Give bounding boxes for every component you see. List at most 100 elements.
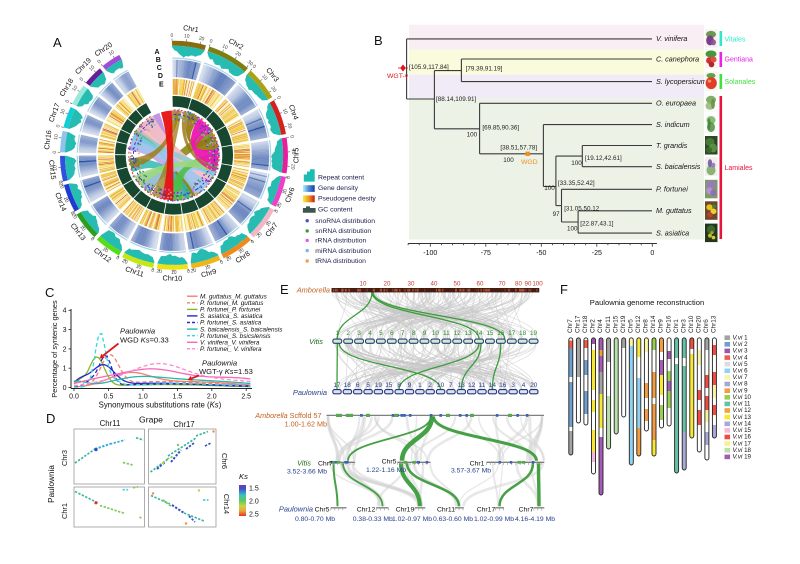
svg-text:4.16-4.19 Mb: 4.16-4.19 Mb [515,516,555,523]
svg-text:0: 0 [63,385,67,392]
svg-text:[88.14,109.91]: [88.14,109.91] [436,96,477,103]
svg-text:Gene density: Gene density [318,185,359,192]
svg-text:-25: -25 [592,250,602,257]
svg-text:1.00-1.62 Mb: 1.00-1.62 Mb [285,420,327,429]
svg-text:0.63-0.60 Mb: 0.63-0.60 Mb [433,516,473,523]
svg-text:4: 4 [522,382,526,389]
svg-text:0: 0 [650,250,654,257]
svg-text:GC content: GC content [318,207,352,214]
svg-text:10: 10 [437,382,445,389]
svg-text:Chr3: Chr3 [60,450,69,466]
svg-text:C: C [45,285,54,300]
svg-text:97: 97 [553,211,561,218]
svg-text:[38.51,57.78]: [38.51,57.78] [500,144,537,151]
svg-text:2: 2 [428,382,432,389]
svg-text:Vitis: Vitis [309,337,323,346]
svg-text:tRNA distribution: tRNA distribution [315,258,366,265]
svg-text:Chr17: Chr17 [575,315,582,333]
svg-text:20: 20 [156,269,162,276]
svg-text:rRNA distribution: rRNA distribution [315,238,366,245]
svg-text:1.02-0.99 Mb: 1.02-0.99 Mb [474,516,514,523]
svg-text:6: 6 [390,330,394,337]
svg-text:1.0: 1.0 [138,394,148,401]
svg-text:3.57-3.67 Mb: 3.57-3.67 Mb [451,468,491,475]
svg-text:Vitis: Vitis [297,458,311,467]
svg-text:Chr14: Chr14 [222,494,231,514]
svg-text:5: 5 [366,382,370,389]
svg-text:40: 40 [431,281,438,288]
svg-text:10: 10 [53,134,60,141]
svg-text:Chr8: Chr8 [643,319,650,333]
svg-text:WGT-γ: WGT-γ [387,73,409,80]
svg-text:17: 17 [333,382,341,389]
svg-text:0.38-0.33 Mb: 0.38-0.33 Mb [353,516,393,523]
svg-text:8: 8 [397,382,401,389]
svg-text:Paulownia: Paulownia [47,465,56,503]
svg-text:Paulownia genome reconstructio: Paulownia genome reconstruction [590,298,704,307]
svg-text:1: 1 [63,366,67,373]
svg-text:Amborella: Amborella [296,286,330,295]
svg-text:Chr19: Chr19 [620,315,627,333]
svg-text:Chr11: Chr11 [100,419,121,428]
svg-text:1.5: 1.5 [173,394,183,401]
svg-text:Chr19: Chr19 [396,507,415,514]
svg-text:6: 6 [356,382,360,389]
svg-text:60: 60 [477,281,484,288]
svg-text:3: 3 [63,327,67,334]
svg-text:Chr10: Chr10 [162,273,182,282]
svg-text:M. guttatus: M. guttatus [656,206,692,215]
svg-text:Chr5: Chr5 [628,319,635,333]
svg-text:Chr7: Chr7 [519,507,534,514]
svg-text:[33.35,52.42]: [33.35,52.42] [558,180,595,187]
svg-text:Chr5: Chr5 [292,148,301,164]
svg-text:11: 11 [443,330,450,337]
svg-text:50: 50 [454,281,461,288]
svg-text:1.5: 1.5 [249,486,259,493]
svg-text:80: 80 [515,281,522,288]
svg-text:18: 18 [519,330,527,337]
svg-text:20: 20 [530,382,538,389]
svg-text:Chr14: Chr14 [650,315,657,333]
svg-text:Chr7: Chr7 [567,319,574,333]
svg-text:P. fortunei_ V. vinifera: P. fortunei_ V. vinifera [200,346,262,353]
svg-text:T. grandis: T. grandis [656,141,688,150]
svg-text:17: 17 [508,330,516,337]
svg-text:2.0: 2.0 [207,394,217,401]
svg-text:20: 20 [289,164,295,170]
svg-text:2.0: 2.0 [249,499,259,506]
svg-text:V. vinifera: V. vinifera [656,34,687,43]
svg-text:2: 2 [63,346,67,353]
svg-text:90: 90 [525,281,532,288]
svg-text:Chr15: Chr15 [612,315,619,333]
svg-text:D: D [46,411,55,426]
svg-text:Repeat content: Repeat content [318,175,364,182]
svg-text:[19.12,42.61]: [19.12,42.61] [585,155,622,162]
svg-text:10: 10 [184,33,190,40]
svg-text:100: 100 [467,131,478,138]
svg-text:12: 12 [468,382,476,389]
svg-text:1: 1 [418,382,422,389]
svg-text:Percentage of syntenic genes: Percentage of syntenic genes [50,300,59,398]
svg-text:70: 70 [499,281,506,288]
svg-text:0.80-0.70 Mb: 0.80-0.70 Mb [295,516,335,523]
svg-text:B: B [374,33,383,48]
svg-text:Solanales: Solanales [725,79,756,86]
svg-text:15: 15 [385,382,393,389]
svg-text:Chr5: Chr5 [382,459,397,466]
svg-text:30: 30 [408,281,415,288]
svg-text:[22.87,43.1]: [22.87,43.1] [580,221,614,228]
svg-text:Pseudogene desity: Pseudogene desity [318,195,376,202]
svg-text:14: 14 [489,382,497,389]
svg-text:E: E [280,282,289,297]
svg-text:D: D [158,73,163,80]
svg-text:Paulownia: Paulownia [293,388,327,397]
svg-text:[79.39,91.19]: [79.39,91.19] [466,66,503,73]
svg-text:3: 3 [357,330,361,337]
svg-text:WGT-γ Ks=1.53: WGT-γ Ks=1.53 [199,367,253,376]
svg-text:Chr6: Chr6 [220,453,229,469]
svg-text:Synonymous substitutions rate: Synonymous substitutions rate (Ks) [99,401,222,410]
svg-text:Chr1: Chr1 [60,503,69,519]
svg-text:9: 9 [408,382,412,389]
svg-text:10: 10 [360,281,367,288]
svg-text:Chr9: Chr9 [658,319,665,333]
